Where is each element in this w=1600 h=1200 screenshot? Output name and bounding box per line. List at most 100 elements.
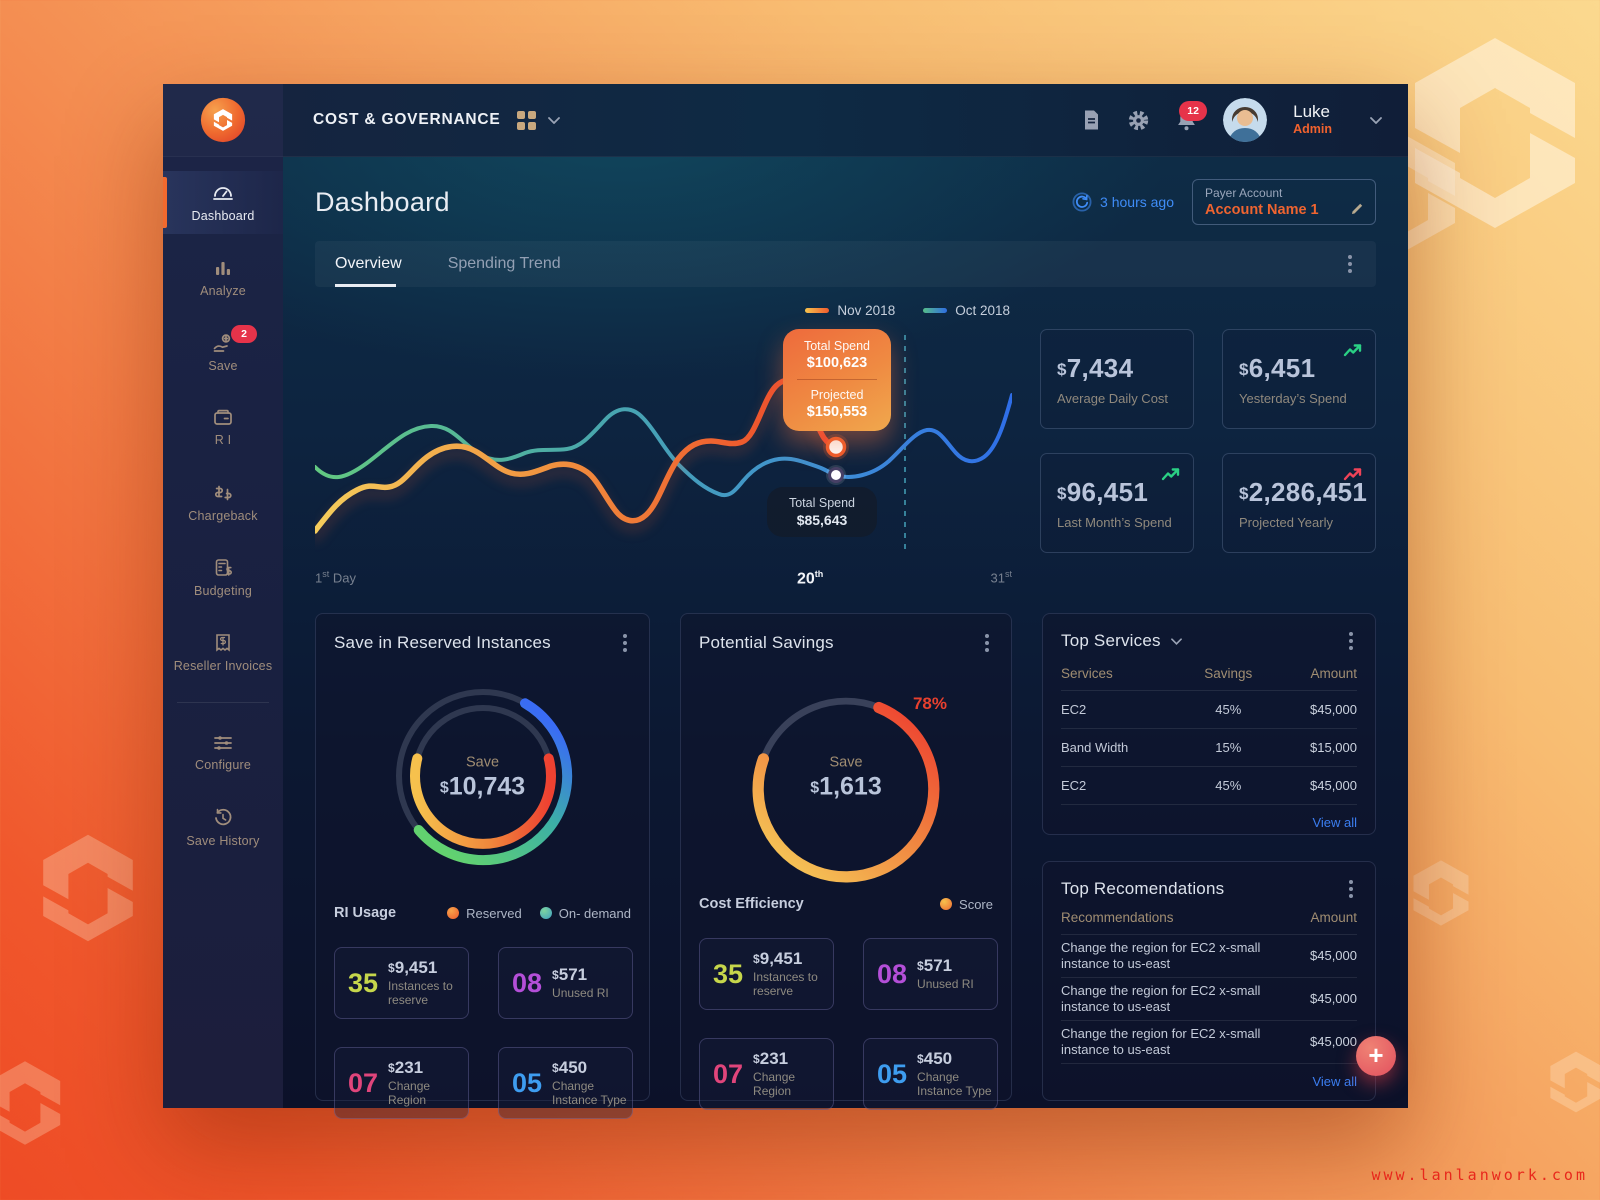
- user-menu-chevron-down-icon[interactable]: [1370, 116, 1382, 124]
- oct-data-marker[interactable]: [828, 467, 844, 483]
- stat-unused-ri[interactable]: 08 $571 Unused RI: [498, 947, 633, 1019]
- card-kebab-menu-icon[interactable]: [981, 630, 993, 656]
- trend-up-green-icon: [1343, 344, 1362, 357]
- tooltip-divider: [797, 379, 877, 380]
- on-demand-arc[interactable]: [413, 698, 572, 866]
- legend-item-on-demand: On- demand: [539, 906, 631, 921]
- sidebar-item-ri[interactable]: R I: [163, 396, 283, 459]
- add-button[interactable]: +: [1356, 1036, 1396, 1076]
- right-column: Top Services Services Savings Amount EC2…: [1042, 613, 1376, 1101]
- settings-gear-icon[interactable]: [1127, 109, 1150, 132]
- dashboard-window: Dashboard Analyze 2 Save R I: [163, 84, 1408, 1119]
- recommendation-row[interactable]: Change the region for EC2 x-small instan…: [1061, 976, 1357, 1020]
- kpi-projected-yearly[interactable]: $2,286,451 Projected Yearly: [1222, 453, 1376, 553]
- card-kebab-menu-icon[interactable]: [1345, 876, 1357, 902]
- legend-label: Oct 2018: [955, 303, 1010, 318]
- sidebar-item-label: Chargeback: [188, 508, 258, 523]
- sidebar-item-configure[interactable]: Configure: [163, 721, 283, 784]
- app-logo[interactable]: [163, 84, 283, 157]
- sidebar-item-reseller-invoices[interactable]: Reseller Invoices: [163, 621, 283, 684]
- service-row[interactable]: EC2 45% $45,000: [1061, 766, 1357, 804]
- kpi-yesterdays-spend[interactable]: $6,451 Yesterday’s Spend: [1222, 329, 1376, 429]
- user-avatar[interactable]: [1223, 98, 1268, 142]
- top-services-card: Top Services Services Savings Amount EC2…: [1042, 613, 1376, 835]
- nov-data-marker[interactable]: [825, 436, 847, 458]
- payer-account-selector[interactable]: Payer Account Account Name 1: [1192, 179, 1376, 225]
- sidebar-item-label: Budgeting: [193, 583, 253, 598]
- notifications-bell-icon[interactable]: 12: [1176, 100, 1208, 132]
- app-switcher-chevron-down-icon[interactable]: [547, 116, 560, 124]
- save-in-reserved-instances-card: Save in Reserved Instances: [315, 613, 650, 1119]
- legend-title: Cost Efficiency: [699, 896, 804, 912]
- card-title: Save in Reserved Instances: [334, 633, 551, 652]
- kpi-label: Last Month’s Spend: [1057, 514, 1172, 530]
- axis-label-day1: 1st Day: [315, 569, 356, 586]
- tooltip-label: Total Spend: [788, 496, 856, 510]
- stat-instances-to-reserve[interactable]: 35 $9,451 Instances to reserve: [334, 947, 469, 1019]
- background-cube-decoration: [1550, 1051, 1600, 1113]
- top-services-chevron-down-icon[interactable]: [1170, 637, 1182, 645]
- edit-pencil-icon[interactable]: [1351, 201, 1365, 215]
- stat-change-region[interactable]: 07 $231 Change Region: [699, 1038, 834, 1110]
- stat-change-instance-type[interactable]: 05 $450 Change Instance Type: [863, 1038, 998, 1110]
- recommendation-row[interactable]: Change the region for EC2 x-small instan…: [1061, 1019, 1357, 1063]
- kpi-average-daily-cost[interactable]: $7,434 Average Daily Cost: [1040, 329, 1194, 429]
- card-title: Top Recomendations: [1061, 879, 1225, 898]
- recommendation-row[interactable]: Change the region for EC2 x-small instan…: [1061, 933, 1357, 977]
- sidebar-item-dashboard[interactable]: Dashboard: [163, 171, 283, 234]
- stat-change-instance-type[interactable]: 05 $450 Change Instance Type: [498, 1047, 633, 1119]
- user-menu[interactable]: Luke Admin: [1293, 101, 1332, 137]
- score-arc[interactable]: [752, 701, 940, 883]
- score-dot: [940, 898, 953, 910]
- tab-bar: Overview Spending Trend: [315, 241, 1376, 287]
- stat-change-region[interactable]: 07 $231 Change Region: [334, 1047, 469, 1119]
- sidebar-item-save-history[interactable]: Save History: [163, 796, 283, 859]
- trend-up-red-icon: [1343, 468, 1362, 481]
- spend-line-chart: Nov 2018 Oct 2018: [315, 299, 1012, 591]
- user-name: Luke: [1293, 101, 1330, 121]
- service-row[interactable]: Band Width 15% $15,000: [1061, 728, 1357, 766]
- sidebar-item-chargeback[interactable]: Chargeback: [163, 471, 283, 534]
- line-chart-canvas[interactable]: [315, 299, 1012, 567]
- card-kebab-menu-icon[interactable]: [1345, 628, 1357, 654]
- budget-calculator-icon: [215, 558, 232, 576]
- card-kebab-menu-icon[interactable]: [619, 630, 631, 656]
- bar-chart-icon: [216, 261, 230, 275]
- plus-icon: +: [1368, 1040, 1384, 1070]
- sidebar-item-budgeting[interactable]: Budgeting: [163, 546, 283, 609]
- legend-item-reserved: Reserved: [447, 906, 522, 921]
- refresh-control[interactable]: 3 hours ago: [1072, 192, 1174, 212]
- oct-tooltip: Total Spend $85,643: [767, 487, 877, 537]
- ri-stat-boxes: 35 $9,451 Instances to reserve 08 $571 U…: [334, 947, 633, 1119]
- sidebar-divider: [177, 702, 269, 703]
- donut-center: Save $10,743: [373, 754, 593, 801]
- kpi-last-months-spend[interactable]: $96,451 Last Month’s Spend: [1040, 453, 1194, 553]
- sidebar-item-label: Save: [208, 358, 238, 373]
- top-services-view-all-link[interactable]: View all: [1312, 815, 1357, 830]
- services-table-header: Services Savings Amount: [1061, 666, 1357, 681]
- sidebar-item-label: Reseller Invoices: [173, 658, 273, 673]
- apps-grid-icon[interactable]: [516, 110, 536, 130]
- stat-unused-ri[interactable]: 08 $571 Unused RI: [863, 938, 998, 1010]
- service-row[interactable]: EC2 45% $45,000: [1061, 690, 1357, 728]
- refresh-icon: [1072, 192, 1092, 212]
- stat-instances-to-reserve[interactable]: 35 $9,451 Instances to reserve: [699, 938, 834, 1010]
- kpi-label: Average Daily Cost: [1057, 390, 1169, 406]
- reserved-arc[interactable]: [409, 753, 556, 849]
- sidebar-item-save[interactable]: 2 Save: [163, 321, 283, 384]
- tabbar-kebab-menu-icon[interactable]: [1344, 251, 1356, 277]
- tab-overview[interactable]: Overview: [335, 241, 402, 287]
- last-updated-text: 3 hours ago: [1100, 194, 1174, 210]
- app-title: COST & GOVERNANCE: [313, 111, 501, 128]
- nov-tooltip: Total Spend $100,623 Projected $150,553: [783, 329, 891, 431]
- logo-icon: [200, 97, 246, 143]
- dashboard-gauge-icon: [213, 186, 233, 200]
- chart-x-axis: 1st Day 20th 31st: [315, 569, 1012, 589]
- sidebar-nav: Dashboard Analyze 2 Save R I: [163, 157, 283, 871]
- top-recommendations-view-all-link[interactable]: View all: [1312, 1073, 1357, 1089]
- sidebar-item-analyze[interactable]: Analyze: [163, 246, 283, 309]
- tab-spending-trend[interactable]: Spending Trend: [447, 255, 561, 272]
- topbar: COST & GOVERNANCE: [283, 84, 1408, 157]
- tooltip-label: Projected: [810, 388, 864, 402]
- report-document-icon[interactable]: [1082, 109, 1101, 131]
